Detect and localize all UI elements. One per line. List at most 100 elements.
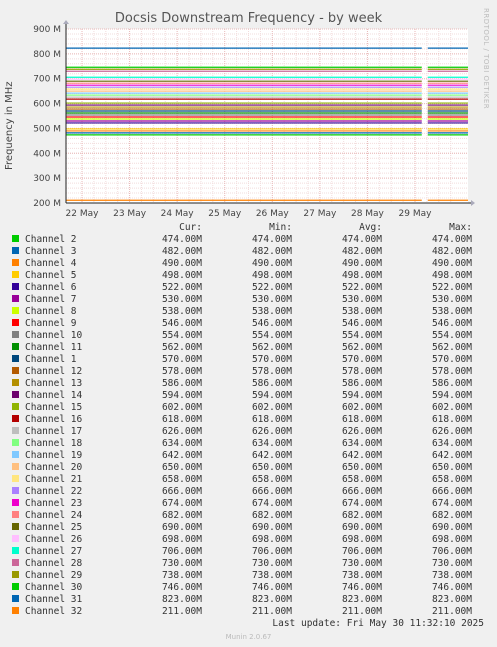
legend-swatch	[12, 247, 19, 254]
legend-cur-value: 570.00M	[161, 354, 202, 365]
legend-cur-value: 578.00M	[161, 366, 202, 377]
chart-plot: 200 M 300 M 400 M 500 M 600 M 700 M 800 M 900 M…	[33, 20, 475, 219]
legend-max-value: 530.00M	[431, 294, 472, 305]
legend-row: Channel 1 570.00M 570.00M 570.00M 570.00M	[12, 354, 472, 366]
legend-row: Channel 20 650.00M 650.00M 650.00M 650.00M	[12, 462, 472, 474]
legend-avg-value: 674.00M	[341, 498, 382, 509]
legend-avg-value: 570.00M	[341, 354, 382, 365]
legend-avg-value: 682.00M	[341, 510, 382, 521]
legend-max-value: 602.00M	[431, 402, 472, 413]
legend-swatch	[12, 511, 19, 518]
legend-min-value: 698.00M	[251, 534, 292, 545]
legend-min-value: 626.00M	[251, 426, 292, 437]
legend-swatch	[12, 355, 19, 362]
legend-avg-value: 522.00M	[341, 282, 382, 293]
legend-cur-value: 823.00M	[161, 594, 202, 605]
legend-row: Channel 6 522.00M 522.00M 522.00M 522.00M	[12, 282, 472, 294]
legend-row: Channel 31 823.00M 823.00M 823.00M 823.00M	[12, 594, 472, 606]
legend-row: Channel 21 658.00M 658.00M 658.00M 658.00M	[12, 474, 472, 486]
legend-series-name: Channel 17	[25, 426, 83, 437]
legend-min-value: 738.00M	[251, 570, 292, 581]
legend-series-name: Channel 1	[25, 354, 77, 365]
legend-series-name: Channel 8	[25, 306, 77, 317]
legend-avg-value: 546.00M	[341, 318, 382, 329]
legend-row: Channel 32 211.00M 211.00M 211.00M 211.00M	[12, 606, 472, 618]
legend-swatch	[12, 487, 19, 494]
legend-max-value: 634.00M	[431, 438, 472, 449]
legend-row: Channel 14 594.00M 594.00M 594.00M 594.00M	[12, 390, 472, 402]
legend-max-value: 674.00M	[431, 498, 472, 509]
legend-avg-value: 586.00M	[341, 378, 382, 389]
legend-swatch	[12, 595, 19, 602]
legend-series-name: Channel 32	[25, 606, 83, 617]
legend-cur-value: 746.00M	[161, 582, 202, 593]
legend-swatch	[12, 295, 19, 302]
legend-series-name: Channel 31	[25, 594, 83, 605]
legend-cur-value: 474.00M	[161, 234, 202, 245]
legend-min-value: 730.00M	[251, 558, 292, 569]
legend-cur-value: 594.00M	[161, 390, 202, 401]
legend-min-value: 823.00M	[251, 594, 292, 605]
legend-avg-value: 706.00M	[341, 546, 382, 557]
legend-min-value: 682.00M	[251, 510, 292, 521]
y-tick-label: 400 M	[33, 149, 61, 159]
x-tick-label: 27 May	[303, 209, 337, 219]
legend-row: Channel 7 530.00M 530.00M 530.00M 530.00M	[12, 294, 472, 306]
legend-swatch	[12, 607, 19, 614]
legend-cur-value: 602.00M	[161, 402, 202, 413]
legend-cur-value: 690.00M	[161, 522, 202, 533]
legend-cur-value: 554.00M	[161, 330, 202, 341]
legend-swatch	[12, 415, 19, 422]
legend-row: Channel 8 538.00M 538.00M 538.00M 538.00M	[12, 306, 472, 318]
legend-max-value: 546.00M	[431, 318, 472, 329]
legend-series-name: Channel 4	[25, 258, 77, 269]
legend-swatch	[12, 583, 19, 590]
legend-max-value: 578.00M	[431, 366, 472, 377]
legend-swatch	[12, 235, 19, 242]
y-axis-arrow	[63, 20, 69, 24]
legend-max-value: 738.00M	[431, 570, 472, 581]
legend-cur-value: 658.00M	[161, 474, 202, 485]
legend-avg-value: 634.00M	[341, 438, 382, 449]
legend-avg-value: 698.00M	[341, 534, 382, 545]
legend-max-value: 554.00M	[431, 330, 472, 341]
legend-min-value: 498.00M	[251, 270, 292, 281]
legend-min-value: 554.00M	[251, 330, 292, 341]
legend-row: Channel 17 626.00M 626.00M 626.00M 626.00M	[12, 426, 472, 438]
legend-cur-value: 730.00M	[161, 558, 202, 569]
legend-row: Channel 27 706.00M 706.00M 706.00M 706.00M	[12, 546, 472, 558]
legend-row: Channel 5 498.00M 498.00M 498.00M 498.00M	[12, 270, 472, 282]
legend-cur-value: 650.00M	[161, 462, 202, 473]
munin-version: Munin 2.0.67	[225, 633, 272, 641]
legend-swatch	[12, 283, 19, 290]
legend-series-name: Channel 9	[25, 318, 77, 329]
x-tick-label: 29 May	[399, 209, 433, 219]
legend-row: Channel 19 642.00M 642.00M 642.00M 642.00M	[12, 450, 472, 462]
legend-avg-value: 498.00M	[341, 270, 382, 281]
legend-series-name: Channel 24	[25, 510, 83, 521]
legend-cur-value: 682.00M	[161, 510, 202, 521]
legend-series-name: Channel 19	[25, 450, 83, 461]
legend-row: Channel 3 482.00M 482.00M 482.00M 482.00M	[12, 246, 472, 258]
last-update-text: Last update: Fri May 30 11:32:10 2025	[272, 618, 484, 629]
legend-cur-value: 666.00M	[161, 486, 202, 497]
legend-max-value: 538.00M	[431, 306, 472, 317]
legend-max-value: 211.00M	[431, 606, 472, 617]
legend-series-name: Channel 6	[25, 282, 77, 293]
legend-max-value: 658.00M	[431, 474, 472, 485]
legend-series-name: Channel 15	[25, 402, 83, 413]
legend-swatch	[12, 547, 19, 554]
legend-row: Channel 16 618.00M 618.00M 618.00M 618.00M	[12, 414, 472, 426]
legend-min-value: 570.00M	[251, 354, 292, 365]
legend-header-cur: Cur:	[179, 222, 202, 233]
legend-min-value: 642.00M	[251, 450, 292, 461]
legend-cur-value: 211.00M	[161, 606, 202, 617]
legend-min-value: 594.00M	[251, 390, 292, 401]
legend-min-value: 618.00M	[251, 414, 292, 425]
legend-header-row: Cur: Min: Avg: Max:	[12, 222, 472, 234]
y-tick-label: 600 M	[33, 100, 61, 110]
x-tick-label: 22 May	[66, 209, 100, 219]
legend-row: Channel 25 690.00M 690.00M 690.00M 690.00M	[12, 522, 472, 534]
legend-min-value: 658.00M	[251, 474, 292, 485]
legend-cur-value: 522.00M	[161, 282, 202, 293]
